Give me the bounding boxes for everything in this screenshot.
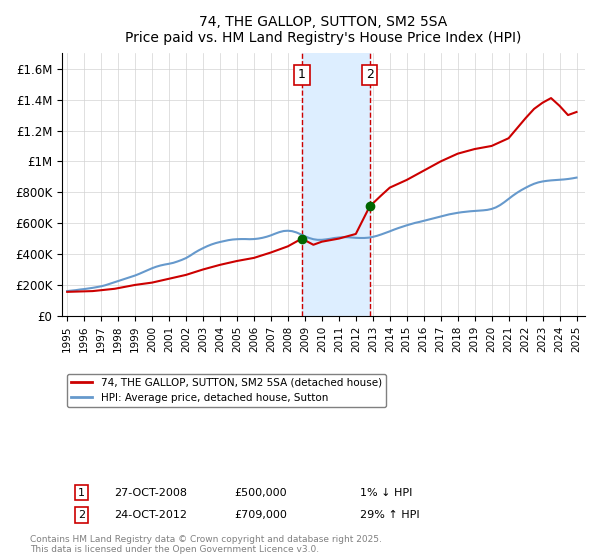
Title: 74, THE GALLOP, SUTTON, SM2 5SA
Price paid vs. HM Land Registry's House Price In: 74, THE GALLOP, SUTTON, SM2 5SA Price pa… (125, 15, 522, 45)
Bar (302, 53, 370, 316)
Text: £500,000: £500,000 (234, 488, 287, 498)
Text: 2: 2 (366, 68, 374, 81)
Text: Contains HM Land Registry data © Crown copyright and database right 2025.
This d: Contains HM Land Registry data © Crown c… (30, 535, 382, 554)
Text: £709,000: £709,000 (234, 510, 287, 520)
Text: 2: 2 (78, 510, 85, 520)
Text: 1: 1 (298, 68, 306, 81)
Text: 1: 1 (78, 488, 85, 498)
Text: 24-OCT-2012: 24-OCT-2012 (114, 510, 187, 520)
Text: 29% ↑ HPI: 29% ↑ HPI (360, 510, 419, 520)
Legend: 74, THE GALLOP, SUTTON, SM2 5SA (detached house), HPI: Average price, detached h: 74, THE GALLOP, SUTTON, SM2 5SA (detache… (67, 374, 386, 407)
Text: 27-OCT-2008: 27-OCT-2008 (114, 488, 187, 498)
Text: 1% ↓ HPI: 1% ↓ HPI (360, 488, 412, 498)
